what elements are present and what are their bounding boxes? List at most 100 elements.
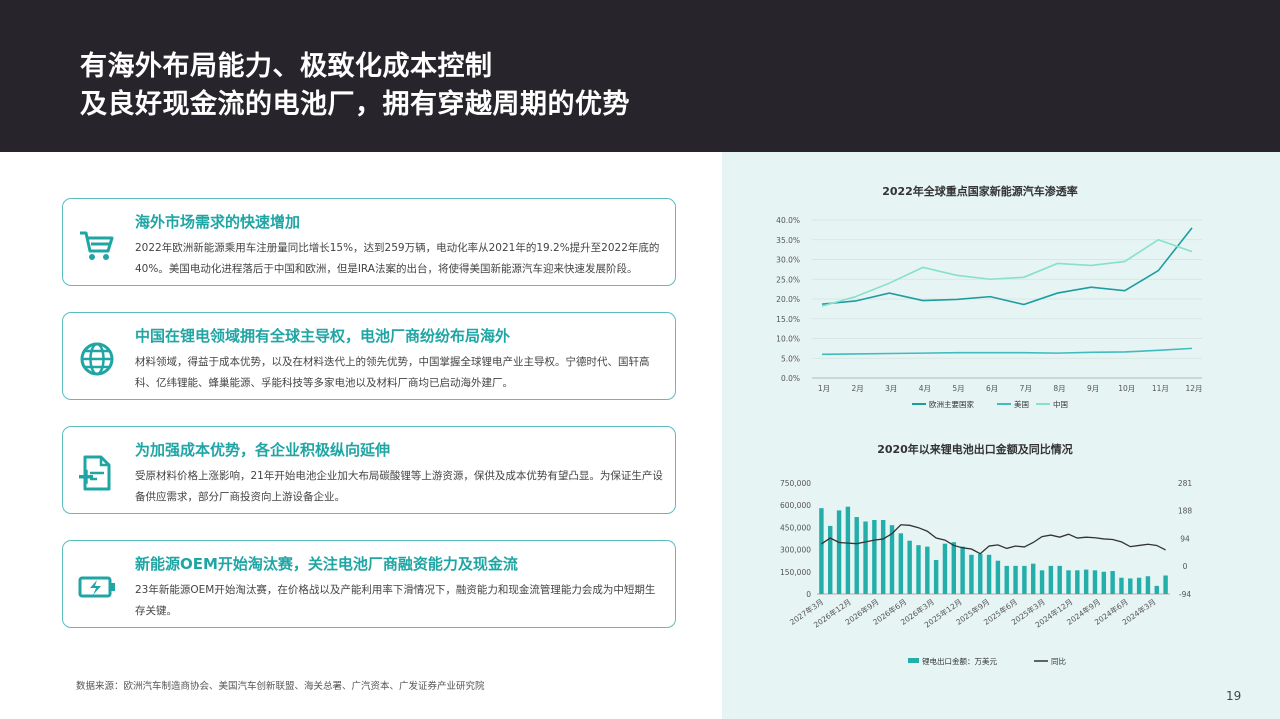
page-number: 19 [1226,689,1242,703]
bar [942,543,948,594]
chart-panel [722,152,1280,719]
legend-label: 欧洲主要国家 [929,399,974,409]
x-tick-label: 10月 [1118,384,1135,393]
legend-label: 同比 [1051,656,1067,666]
bar [1048,565,1054,594]
bar [863,521,868,594]
yoy-line [821,524,1166,555]
page-title-line2: 及良好现金流的电池厂，拥有穿越周期的优势 [80,89,630,120]
bar [907,540,912,594]
y-right-tick-label: -94 [1179,590,1191,599]
bar [916,545,921,594]
legend-swatch-bar [908,658,919,663]
y-right-tick-label: 0 [1183,562,1188,571]
x-tick-label: 4月 [919,384,931,393]
bar [951,542,956,594]
bar [1057,565,1062,594]
x-tick-label: 6月 [986,384,998,393]
bar [872,520,877,594]
bar [1075,570,1080,594]
bar [986,554,992,594]
bar [1031,563,1036,594]
bar [1066,570,1071,594]
x-tick-label: 7月 [1020,384,1032,393]
bar [1013,565,1018,594]
y-tick-label: 30.0% [776,256,800,265]
penetration-line-chart: 0.0% 5.0% 10.0% 15.0% 20.0% 25.0% 30.0% 35.0% 40… [776,216,1202,409]
bar [995,560,1001,594]
series-line-2 [821,238,1193,307]
series-line-1 [821,347,1193,356]
bar [1154,585,1159,594]
bar [854,517,859,594]
y-tick-label: 35.0% [776,236,800,245]
bar [1163,575,1168,594]
y-right-tick-label: 281 [1178,479,1193,488]
bar [1083,569,1089,594]
card-overseas-demand: 海外市场需求的快速增加 2022年欧洲新能源乘用车注册量同比增长15%，达到25… [62,198,676,286]
x-tick-label: 8月 [1053,384,1065,393]
bar [1039,570,1045,594]
bar [889,525,895,594]
bar [828,525,833,594]
card-title: 海外市场需求的快速增加 [135,213,301,231]
legend-label: 美国 [1014,399,1029,409]
y-tick-label: 25.0% [776,275,800,284]
bar [1004,565,1009,594]
y-tick-label: 15.0% [776,315,800,324]
bar [925,546,930,594]
series-line-0 [821,227,1193,306]
x-tick-label: 12月 [1185,384,1202,393]
page-title-line1: 有海外布局能力、极致化成本控制 [80,51,493,82]
card-title: 为加强成本优势，各企业积极纵向延伸 [135,441,391,459]
bar [1101,571,1107,594]
bar [898,533,904,594]
card-oem-elimination: 新能源OEM开始淘汰赛，关注电池厂商融资能力及现金流 23年新能源OEM开始淘汰… [62,540,676,628]
export-bar-chart: 0 150,000 300,000 450,000 600,000 750,000 -94 0… [780,479,1192,666]
bar [1110,571,1115,594]
legend-label: 中国 [1053,399,1068,409]
y-left-tick-label: 600,000 [780,501,811,510]
y-tick-label: 20.0% [776,295,800,304]
globe-icon [80,342,114,376]
x-tick-label: 5月 [952,384,964,393]
y-tick-label: 40.0% [776,216,800,225]
bar [836,510,842,594]
card-body: 材料领域，得益于成本优势，以及在材料迭代上的领先优势，中国掌握全球锂电产业主导权… [135,356,650,389]
y-left-tick-label: 450,000 [780,523,811,532]
card-vertical-extension: 为加强成本优势，各企业积极纵向延伸 受原材料价格上涨影响，21年开始电池企业加大… [62,426,676,514]
bar [969,554,974,594]
x-tick-label: 11月 [1152,384,1169,393]
bar [880,520,886,594]
legend-label: 锂电出口金额：万美元 [922,656,997,666]
x-tick-label: 1月 [818,384,830,393]
x-tick-label: 3月 [885,384,897,393]
bar [845,506,851,594]
bar [960,546,965,594]
bar [1136,577,1142,594]
card-body: 23年新能源OEM开始淘汰赛，在价格战以及产能利用率下滑情况下，融资能力和现金流… [135,584,656,617]
y-left-tick-label: 0 [806,590,811,599]
x-tick-label: 9月 [1087,384,1099,393]
bar [1145,576,1151,594]
card-china-leadership: 中国在锂电领域拥有全球主导权，电池厂商纷纷布局海外 材料领域，得益于成本优势，以… [62,312,676,400]
battery-charging-icon [78,576,115,598]
card-body: 2022年欧洲新能源乘用车注册量同比增长15%，达到259万辆，电动化率从202… [135,242,660,275]
y-left-tick-label: 150,000 [780,568,811,577]
y-tick-label: 10.0% [776,335,800,344]
bar [1022,565,1027,594]
y-tick-label: 5.0% [781,354,800,363]
card-body: 受原材料价格上涨影响，21年开始电池企业加大布局碳酸锂等上游资源，保供及成本优势… [135,470,663,503]
shopping-cart-icon [80,231,114,260]
card-title: 中国在锂电领域拥有全球主导权，电池厂商纷纷布局海外 [135,327,511,345]
y-tick-label: 0.0% [781,374,800,383]
bar [933,559,939,594]
y-left-tick-label: 300,000 [780,546,811,555]
x-tick-label: 2月 [851,384,863,393]
y-left-tick-label: 750,000 [780,479,811,488]
header-banner: 有海外布局能力、极致化成本控制 及良好现金流的电池厂，拥有穿越周期的优势 [0,0,1280,152]
data-source-note: 数据来源：欧洲汽车制造商协会、美国汽车创新联盟、海关总署、广汽资本、广发证券产业… [76,681,485,692]
bar-chart-title: 2020年以来锂电池出口金额及同比情况 [877,442,1073,456]
bar [978,554,983,594]
